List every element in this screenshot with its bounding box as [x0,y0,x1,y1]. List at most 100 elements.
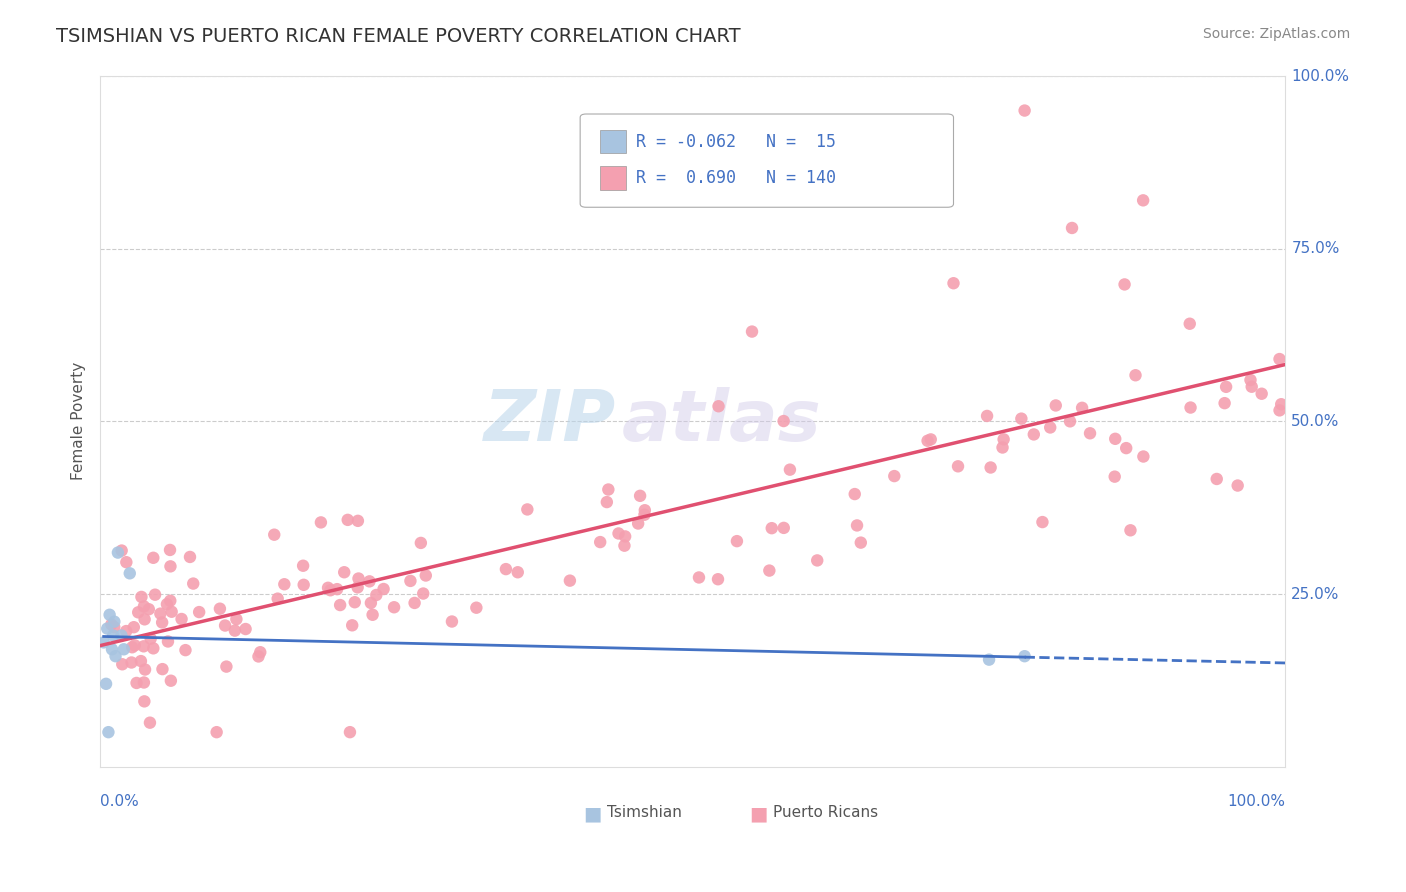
Point [495,562,517,576]
Point [129,654,152,668]
Point [93,635,115,649]
Point [224,624,246,638]
Point [309,516,332,530]
FancyBboxPatch shape [581,114,953,207]
Bar [600,130,627,153]
Point [214,618,236,632]
Point [336,513,359,527]
Point [589,535,612,549]
Point [361,607,384,622]
Point [125,676,148,690]
Point [1119,524,1142,538]
Point [1226,478,1249,492]
Point [103,615,125,629]
Point [1239,373,1261,387]
Point [347,572,370,586]
Point [139,632,162,646]
Point [846,518,869,533]
Point [340,618,363,632]
Point [143,588,166,602]
Point [266,591,288,606]
Point [247,649,270,664]
Point [134,612,156,626]
Point [124,639,146,653]
Point [614,529,637,543]
Point [359,574,381,589]
Point [977,653,1000,667]
Text: Tsimshian: Tsimshian [607,805,682,820]
Point [1045,399,1067,413]
Text: atlas: atlas [621,387,821,456]
Point [1022,427,1045,442]
Point [628,489,651,503]
Point [131,590,153,604]
Point [121,656,143,670]
Point [333,566,356,580]
Point [946,459,969,474]
Point [160,673,183,688]
Point [1180,401,1202,415]
Point [920,433,942,447]
Point [249,645,271,659]
Point [772,414,794,428]
Point [465,600,488,615]
Point [100,617,122,632]
Point [806,553,828,567]
Point [1078,426,1101,441]
Point [107,545,129,559]
Point [633,508,655,522]
Point [127,605,149,619]
Point [319,583,342,598]
Point [596,495,619,509]
Text: ■: ■ [749,805,768,823]
Text: ■: ■ [583,805,602,823]
Point [139,715,162,730]
Point [688,570,710,584]
Point [627,516,650,531]
Point [725,534,748,549]
Point [122,620,145,634]
Point [134,694,156,708]
Point [103,620,125,634]
Point [101,642,124,657]
Point [235,622,257,636]
Point [179,549,201,564]
Point [516,502,538,516]
Point [1104,469,1126,483]
Point [1104,432,1126,446]
Point [98,607,121,622]
Text: 100.0%: 100.0% [1227,795,1285,809]
Point [339,725,361,739]
Point [121,640,143,655]
Point [1059,414,1081,428]
Point [142,641,165,656]
Point [382,600,405,615]
Point [115,555,138,569]
Point [1215,380,1237,394]
Bar [600,167,627,190]
Point [159,543,181,558]
Point [440,615,463,629]
Point [409,536,432,550]
Text: Source: ZipAtlas.com: Source: ZipAtlas.com [1202,27,1350,41]
Point [1250,386,1272,401]
Point [859,159,882,173]
Point [1014,103,1036,118]
Point [208,601,231,615]
Point [1114,277,1136,292]
Point [558,574,581,588]
Point [111,543,134,558]
Point [174,643,197,657]
Point [104,649,127,664]
Y-axis label: Female Poverty: Female Poverty [72,362,86,481]
Point [205,725,228,739]
Point [101,628,124,642]
Point [506,566,529,580]
Point [1125,368,1147,383]
Point [1213,396,1236,410]
Point [707,399,730,413]
Point [1115,441,1137,455]
Point [346,580,368,594]
Point [225,612,247,626]
Point [326,582,349,596]
